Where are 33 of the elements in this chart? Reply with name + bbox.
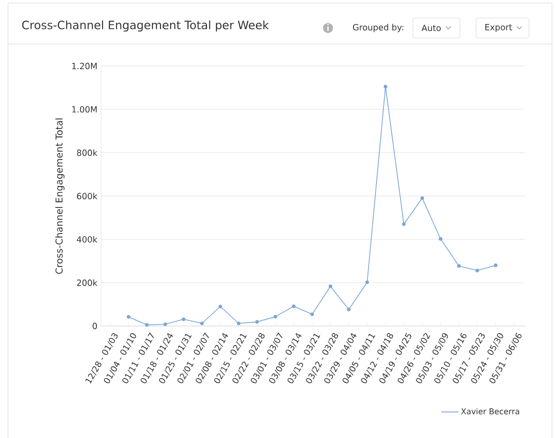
- point: [438, 237, 442, 241]
- point: [365, 280, 369, 284]
- point: [126, 315, 130, 319]
- point: [255, 320, 259, 324]
- chart-title: Cross-Channel Engagement Total per Week: [22, 20, 269, 32]
- text: Export: [485, 24, 512, 32]
- point: [328, 284, 332, 288]
- y-tick-label: 0: [92, 322, 97, 330]
- point: [236, 322, 240, 326]
- point: [182, 317, 186, 322]
- y-tick-label: 600k: [77, 192, 98, 200]
- point: [457, 264, 461, 268]
- point: [310, 312, 314, 316]
- point: [420, 196, 424, 200]
- text: Auto: [422, 24, 441, 32]
- point: [347, 308, 351, 312]
- y-tick-label: 1.20M: [72, 62, 97, 70]
- y-tick-label: 800k: [77, 149, 98, 156]
- point: [200, 322, 204, 326]
- point: [384, 84, 388, 88]
- y-axis-title: Cross-Channel Engagement Total: [55, 118, 64, 274]
- point: [402, 222, 406, 226]
- point: [494, 264, 498, 268]
- point: [475, 268, 480, 272]
- point: [163, 322, 168, 326]
- point: [274, 314, 278, 318]
- text: Grouped by:: [352, 24, 404, 32]
- y-tick-label: 1.00M: [72, 106, 97, 113]
- point: [145, 323, 149, 327]
- y-tick-label: 200k: [77, 279, 98, 286]
- point: [292, 304, 296, 308]
- y-tick-label: 400k: [76, 236, 98, 243]
- point: [218, 304, 222, 308]
